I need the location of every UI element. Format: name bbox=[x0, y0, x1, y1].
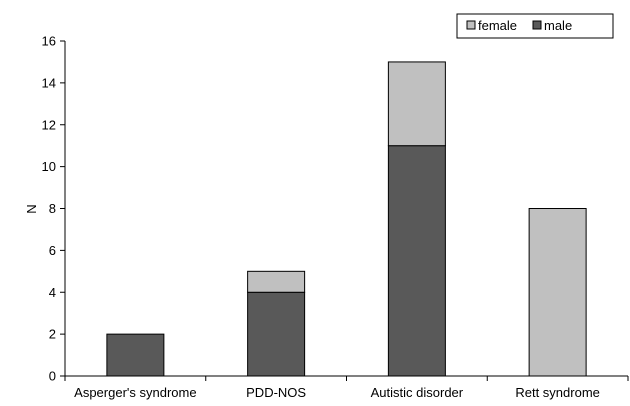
y-tick-label: 2 bbox=[49, 327, 56, 342]
legend-swatch-male bbox=[532, 20, 542, 30]
y-tick-label: 8 bbox=[49, 201, 56, 216]
legend-label-female: female bbox=[478, 18, 517, 33]
x-category-label: PDD-NOS bbox=[246, 385, 306, 400]
x-category-label: Autistic disorder bbox=[371, 385, 464, 400]
legend-label-male: male bbox=[544, 18, 572, 33]
y-tick-label: 0 bbox=[49, 369, 56, 384]
bar-male bbox=[387, 145, 446, 377]
y-tick-label: 16 bbox=[42, 34, 56, 49]
bar-female bbox=[387, 61, 446, 147]
y-axis-title: N bbox=[24, 204, 39, 213]
y-tick-label: 12 bbox=[42, 117, 56, 132]
y-tick-label: 10 bbox=[42, 159, 56, 174]
x-axis-labels: Asperger's syndrome PDD-NOS Autistic disor… bbox=[64, 376, 629, 400]
y-tick-label: 6 bbox=[49, 243, 56, 258]
bar-male bbox=[247, 291, 306, 377]
x-category-label: Rett syndrome bbox=[515, 385, 600, 400]
bar-male bbox=[106, 333, 165, 377]
x-category-label: Asperger's syndrome bbox=[74, 385, 196, 400]
bar-female bbox=[528, 208, 587, 377]
legend-swatch-female bbox=[466, 20, 476, 30]
bars bbox=[106, 61, 587, 377]
bar-female bbox=[247, 270, 306, 293]
legend: female male bbox=[456, 13, 614, 39]
y-axis-ticks: 0 2 4 6 8 10 12 14 16 bbox=[42, 34, 65, 384]
y-tick-label: 14 bbox=[42, 75, 56, 90]
y-tick-label: 4 bbox=[49, 285, 56, 300]
